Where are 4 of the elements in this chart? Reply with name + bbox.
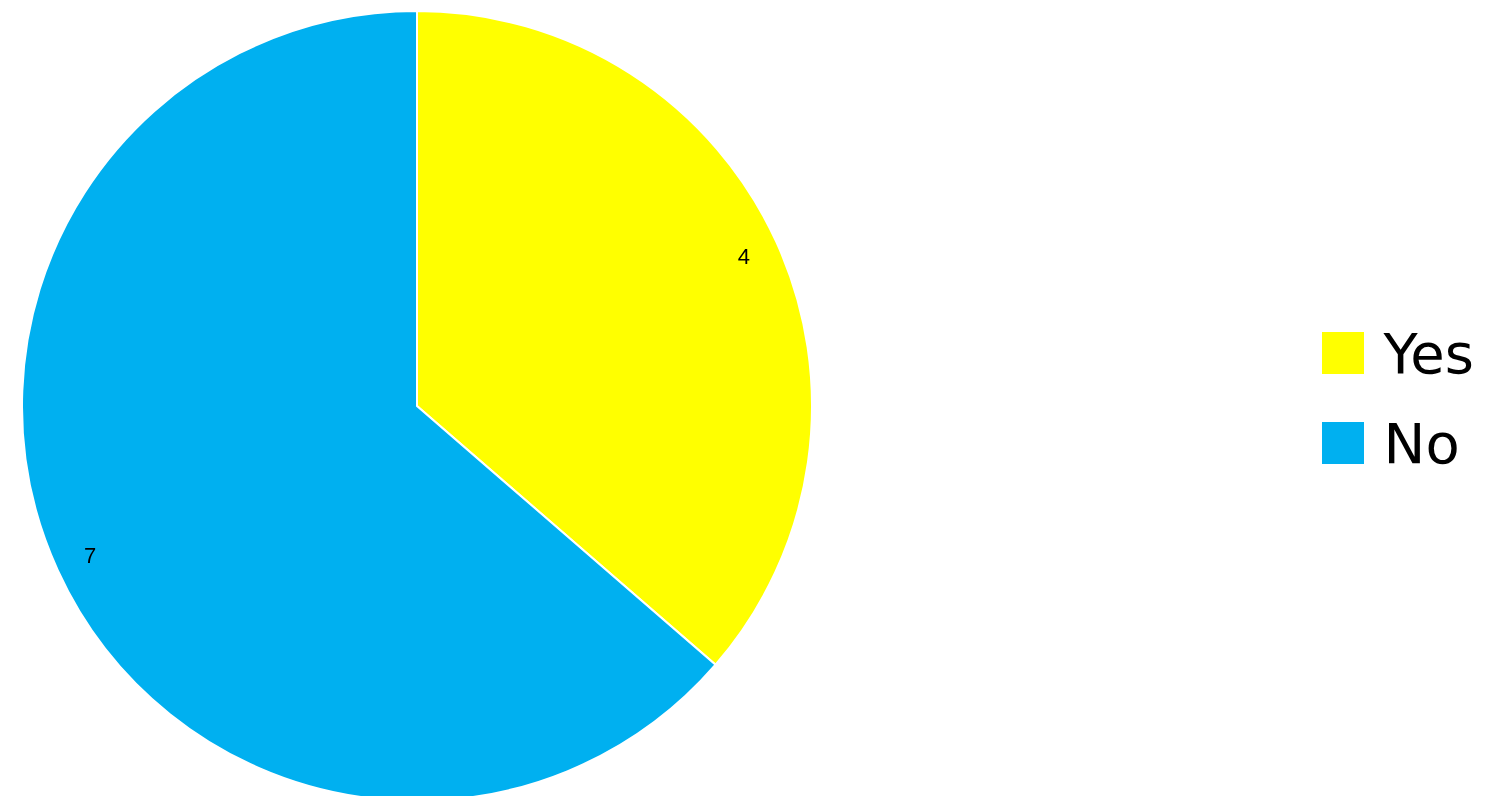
data-label: 4 xyxy=(737,244,751,270)
legend-label: Yes xyxy=(1383,320,1474,386)
legend-label: No xyxy=(1383,410,1460,476)
data-label: 7 xyxy=(83,542,97,568)
